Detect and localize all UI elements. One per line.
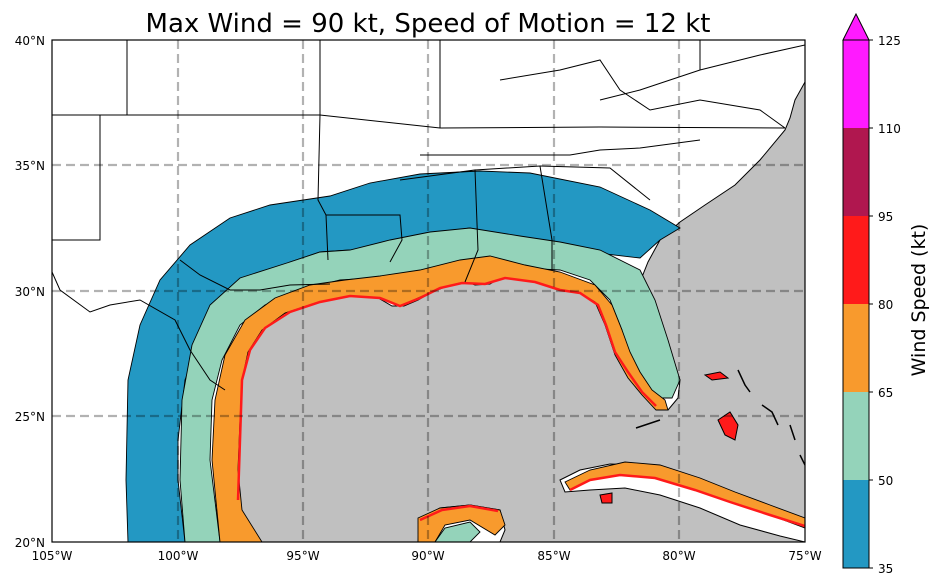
lat-tick: 30°N <box>15 285 45 299</box>
lon-tick: 90°W <box>411 549 444 563</box>
lat-tick: 40°N <box>15 34 45 48</box>
colorbar-tick-label: 95 <box>878 210 893 224</box>
colorbar-tick-label: 50 <box>878 474 893 488</box>
lon-tick: 75°W <box>788 549 821 563</box>
bahamas-islands <box>599 371 739 504</box>
lon-tick: 80°W <box>662 549 695 563</box>
state-borders <box>52 40 805 391</box>
colorbar-tick-label: 65 <box>878 386 893 400</box>
lat-tick-labels: 40°N 35°N 30°N 25°N 20°N <box>15 34 45 550</box>
colorbar-band <box>843 40 869 128</box>
wind-band-80-coast <box>236 276 657 501</box>
lat-tick: 25°N <box>15 410 45 424</box>
bahamas-outline <box>635 369 805 466</box>
colorbar-band <box>843 392 869 480</box>
colorbar-tick-label: 35 <box>878 562 893 576</box>
colorbar-tick-label: 125 <box>878 34 901 48</box>
colorbar-band <box>843 480 869 568</box>
lon-tick: 100°W <box>158 549 199 563</box>
lon-tick: 85°W <box>537 549 570 563</box>
wind-band-80-yucatan <box>419 504 499 522</box>
colorbar-band <box>843 304 869 392</box>
lon-tick-labels: 105°W 100°W 95°W 90°W 85°W 80°W 75°W <box>32 549 822 563</box>
colorbar-ticks <box>869 39 873 569</box>
colorbar-tick-label: 110 <box>878 122 901 136</box>
map-title: Max Wind = 90 kt, Speed of Motion = 12 k… <box>146 9 711 39</box>
colorbar-bands <box>843 40 869 568</box>
colorbar-tick-label: 80 <box>878 298 893 312</box>
wind-band-80-cuba <box>569 473 805 528</box>
map-frame <box>51 39 806 543</box>
wind-band-50-yucatan <box>434 521 481 542</box>
map-panel <box>52 40 805 542</box>
colorbar-band <box>843 128 869 216</box>
wind-band-65-yucatan <box>417 504 506 542</box>
colorbar: 125 110 95 80 65 50 35 Wind Speed (kt) <box>842 12 930 576</box>
lat-tick: 35°N <box>15 159 45 173</box>
colorbar-extension <box>842 12 870 41</box>
colorbar-label: Wind Speed (kt) <box>908 224 930 377</box>
colorbar-band <box>843 216 869 304</box>
lon-tick: 95°W <box>286 549 319 563</box>
wind-band-65 <box>211 255 669 542</box>
lat-tick: 20°N <box>15 536 45 550</box>
lon-tick: 105°W <box>32 549 73 563</box>
